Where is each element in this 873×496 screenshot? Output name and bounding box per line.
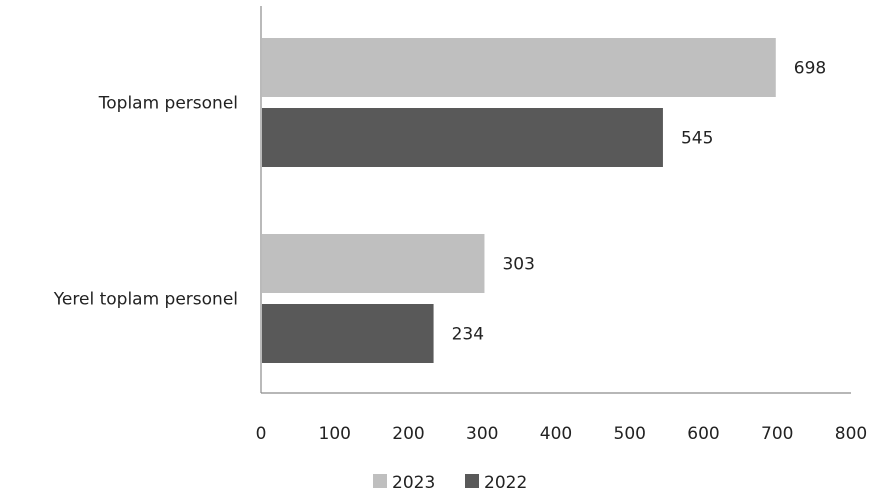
legend: 2023 2022: [373, 473, 527, 493]
category-labels: Toplam personel Yerel toplam personel: [53, 94, 238, 310]
bar-2023-0: [262, 38, 776, 97]
x-tick-label-400: 400: [540, 424, 572, 444]
legend-swatch-2022: [465, 474, 479, 488]
bar-2022-1: [262, 304, 434, 363]
legend-label-2022: 2022: [484, 473, 527, 492]
x-tick-label-500: 500: [614, 424, 646, 444]
data-labels: 698 545 303 234: [452, 59, 827, 345]
data-label-2022-0: 545: [681, 129, 713, 149]
data-label-2022-1: 234: [452, 325, 484, 345]
x-tick-label-200: 200: [392, 424, 424, 444]
x-tick-label-600: 600: [687, 424, 719, 444]
bar-2022-0: [262, 108, 663, 167]
x-tick-label-100: 100: [319, 424, 351, 444]
axes: [260, 6, 851, 394]
x-tick-labels: 0 100 200 300 400 500 600 700 800: [256, 424, 868, 444]
legend-swatch-2023: [373, 474, 387, 488]
x-tick-label-800: 800: [835, 424, 867, 444]
bars: [262, 38, 776, 363]
category-label-0: Toplam personel: [98, 94, 238, 114]
x-tick-label-0: 0: [256, 424, 267, 444]
data-label-2023-0: 698: [794, 59, 826, 79]
data-label-2023-1: 303: [502, 255, 534, 275]
x-tick-label-700: 700: [761, 424, 793, 444]
category-label-1: Yerel toplam personel: [53, 290, 238, 310]
x-tick-label-300: 300: [466, 424, 498, 444]
legend-label-2023: 2023: [392, 473, 435, 492]
bar-2023-1: [262, 234, 485, 293]
